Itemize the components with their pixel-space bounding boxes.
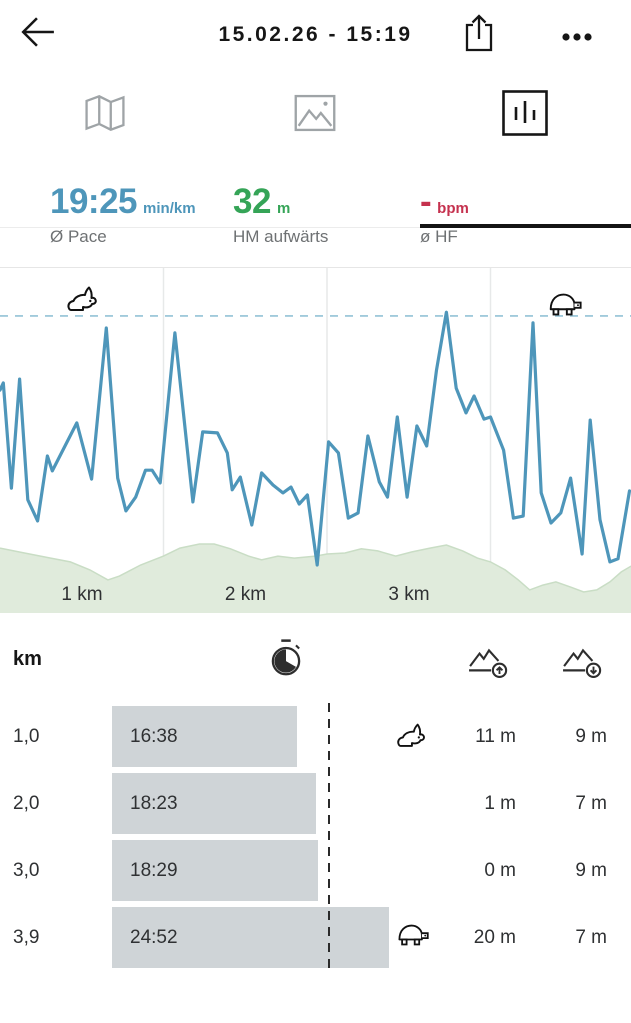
split-ascent: 1 m — [484, 793, 516, 814]
bar-chart-icon — [502, 90, 548, 136]
split-ascent: 0 m — [484, 860, 516, 881]
split-km: 3,9 — [13, 927, 40, 948]
ascent-column-header — [468, 646, 510, 680]
split-pace-bar: 16:38 — [112, 706, 297, 767]
avg-hr-unit: bpm — [437, 200, 469, 217]
chart-canvas — [0, 268, 631, 613]
back-button[interactable] — [20, 14, 60, 54]
split-descent: 7 m — [575, 793, 607, 814]
turtle-icon — [398, 924, 429, 946]
split-descent: 9 m — [575, 860, 607, 881]
x-axis-label-1km: 1 km — [61, 584, 103, 605]
slowest-split-marker — [394, 922, 430, 948]
avg-hr-label: ø HF — [420, 227, 458, 246]
split-descent: 7 m — [575, 927, 607, 948]
elevation-gain-value: 32 — [233, 182, 271, 221]
stopwatch-icon — [271, 639, 301, 676]
split-pace-bar: 24:52 — [112, 907, 389, 968]
split-pace-bar: 18:29 — [112, 840, 318, 901]
tab-map[interactable] — [0, 70, 210, 156]
elevation-gain-label: HM aufwärts — [233, 227, 329, 246]
fastest-split-marker — [394, 721, 428, 750]
stat-avg-heart-rate: - bpm ø HF — [420, 184, 469, 247]
avg-pace-unit: min/km — [143, 200, 196, 217]
split-km: 3,0 — [13, 860, 40, 881]
descent-icon — [563, 648, 602, 679]
tab-bar — [0, 70, 631, 228]
split-row-3: 3,0 18:29 0 m 9 m — [0, 840, 631, 901]
split-km: 1,0 — [13, 726, 40, 747]
splits-table-header: km — [0, 630, 631, 706]
slowest-marker — [545, 291, 583, 318]
avg-pace-value: 19:25 — [50, 182, 138, 221]
stat-avg-pace: 19:25 min/km Ø Pace — [50, 184, 196, 247]
map-icon — [85, 95, 125, 131]
divider — [0, 267, 631, 268]
share-icon — [465, 14, 493, 52]
split-descent: 9 m — [575, 726, 607, 747]
split-km: 2,0 — [13, 793, 40, 814]
elevation-gain-unit: m — [276, 200, 291, 217]
split-ascent: 11 m — [475, 726, 516, 747]
x-axis-label-2km: 2 km — [224, 584, 267, 605]
share-button[interactable] — [462, 12, 498, 56]
split-ascent: 20 m — [473, 927, 516, 948]
summary-stats: 19:25 min/km Ø Pace 32 m HM aufwärts - b… — [0, 160, 631, 267]
fastest-marker — [64, 284, 100, 314]
ascent-icon — [469, 648, 508, 679]
split-pace-bar: 18:23 — [112, 773, 317, 834]
tab-photos[interactable] — [210, 70, 420, 156]
duration-column-header — [266, 638, 306, 680]
page-title: 15.02.26 - 15:19 — [218, 23, 413, 46]
tab-chart[interactable] — [420, 70, 630, 156]
back-arrow-icon — [21, 17, 54, 47]
pace-elevation-chart: 1 km 2 km 3 km — [0, 268, 631, 613]
turtle-icon — [549, 293, 582, 316]
avg-hr-value: - — [420, 182, 432, 221]
stat-elevation-gain: 32 m HM aufwärts — [233, 184, 328, 247]
split-row-2: 2,0 18:23 1 m 7 m — [0, 773, 631, 834]
split-row-1: 1,0 16:38 11 m 9 m — [0, 706, 631, 767]
active-tab-underline — [420, 224, 631, 228]
split-row-4: 3,9 24:52 20 m 7 m — [0, 907, 631, 968]
photo-icon — [294, 94, 336, 132]
more-options-button[interactable] — [556, 24, 598, 50]
average-pace-dashed-line — [328, 703, 330, 975]
descent-column-header — [562, 646, 604, 680]
avg-pace-label: Ø Pace — [50, 227, 107, 246]
rabbit-icon — [67, 286, 97, 311]
rabbit-icon — [397, 723, 425, 747]
ellipsis-icon — [562, 33, 592, 41]
km-column-header: km — [13, 648, 42, 670]
tab-bar-divider — [0, 227, 631, 228]
x-axis-label-3km: 3 km — [388, 584, 430, 605]
